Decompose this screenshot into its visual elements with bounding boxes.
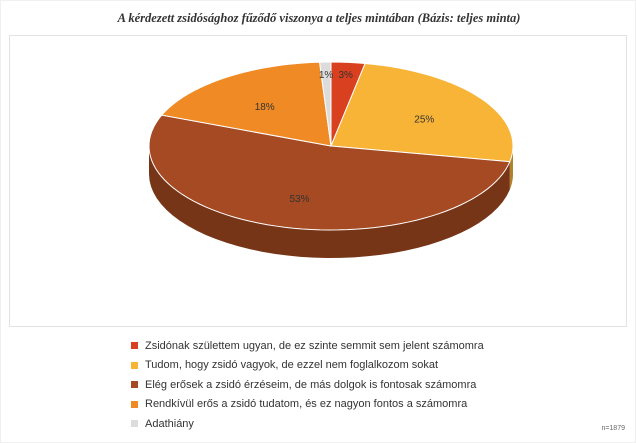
plot-area: 3% 25% 53% 18% 1% — [9, 35, 627, 327]
pie-slice — [148, 114, 511, 231]
pie-chart: 3% 25% 53% 18% 1% — [148, 61, 514, 258]
legend-item: Rendkívül erős a zsidó tudatom, és ez na… — [131, 395, 591, 415]
pie-data-label: 25% — [414, 115, 434, 126]
pie-slice — [160, 61, 332, 147]
legend-item: Tudom, hogy zsidó vagyok, de ezzel nem f… — [131, 356, 591, 376]
chart-title: A kérdezett zsidósághoz fűződő viszonya … — [117, 11, 521, 25]
legend: Zsidónak születtem ugyan, de ez szinte s… — [131, 336, 591, 434]
pie-slice — [330, 62, 514, 163]
legend-label: Rendkívül erős a zsidó tudatom, és ez na… — [145, 398, 468, 411]
pie-data-label: 3% — [338, 70, 353, 81]
pie-side-wall — [149, 146, 510, 258]
pie-side-wall — [509, 146, 513, 190]
pie-data-label: 18% — [255, 102, 275, 113]
legend-item: Elég erősek a zsidó érzéseim, de más dol… — [131, 375, 591, 395]
legend-item: Adathiány — [131, 414, 591, 434]
legend-swatch — [131, 400, 138, 408]
legend-label: Zsidónak születtem ugyan, de ez szinte s… — [145, 339, 484, 352]
legend-swatch — [131, 342, 138, 350]
legend-label: Elég erősek a zsidó érzéseim, de más dol… — [145, 378, 477, 391]
pie-data-label: 53% — [289, 194, 309, 205]
legend-swatch — [131, 381, 138, 389]
legend-item: Zsidónak születtem ugyan, de ez szinte s… — [131, 336, 591, 356]
legend-swatch — [131, 361, 138, 369]
pie-data-label: 1% — [319, 70, 334, 81]
sample-size-note: n=1879 — [601, 425, 625, 432]
pie-slice — [318, 61, 332, 147]
legend-label: Adathiány — [145, 417, 194, 430]
legend-swatch — [131, 420, 138, 428]
legend-label: Tudom, hogy zsidó vagyok, de ezzel nem f… — [145, 359, 439, 372]
